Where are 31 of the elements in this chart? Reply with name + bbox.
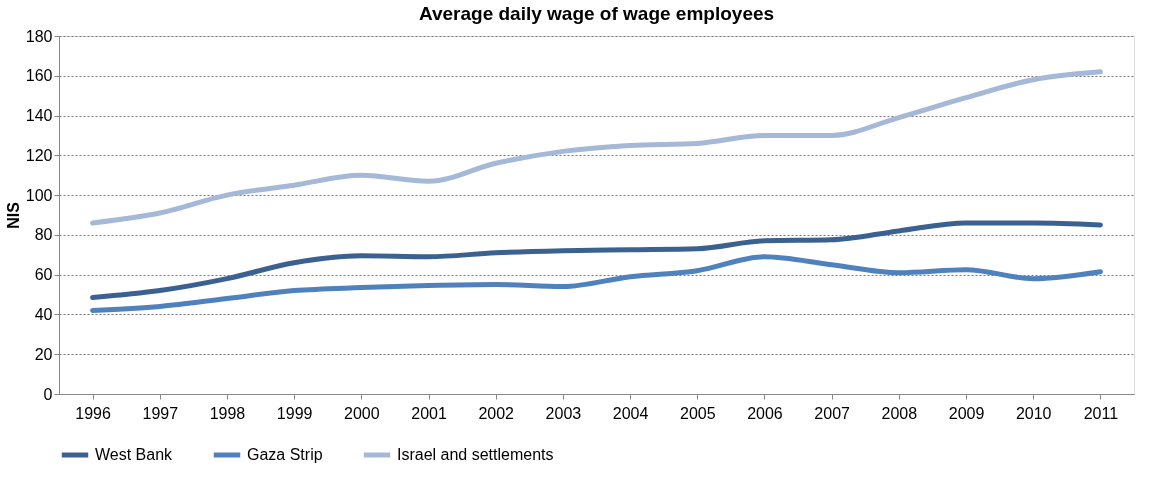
y-axis-title: NIS xyxy=(4,201,22,229)
y-tick-label: 160 xyxy=(25,67,53,85)
x-tick-label: 1996 xyxy=(75,404,111,422)
x-tick-label: 1999 xyxy=(276,404,313,422)
y-tick-label: 100 xyxy=(25,186,53,204)
x-tick-label: 2002 xyxy=(478,404,515,422)
x-tick-label: 1997 xyxy=(142,404,179,422)
y-tick-label: 0 xyxy=(43,385,53,403)
x-tick-label: 2000 xyxy=(344,404,380,422)
legend-label: Gaza Strip xyxy=(247,446,323,463)
x-tick-label: 2007 xyxy=(814,404,851,422)
legend-label: West Bank xyxy=(95,446,174,463)
y-tick-label: 40 xyxy=(34,305,53,323)
y-tick-label: 60 xyxy=(34,266,53,284)
y-tick-label: 180 xyxy=(25,27,53,45)
x-tick-label: 2008 xyxy=(881,404,918,422)
x-tick-label: 2010 xyxy=(1015,404,1052,422)
legend-label: Israel and settlements xyxy=(397,446,554,463)
x-tick-label: 1998 xyxy=(209,404,246,422)
x-tick-label: 2011 xyxy=(1083,404,1119,422)
x-tick-label: 2001 xyxy=(411,404,447,422)
y-tick-label: 140 xyxy=(25,107,53,125)
x-tick-label: 2003 xyxy=(545,404,582,422)
chart-title: Average daily wage of wage employees xyxy=(418,3,775,24)
y-tick-label: 80 xyxy=(34,226,53,244)
x-tick-label: 2006 xyxy=(747,404,783,422)
y-tick-label: 20 xyxy=(34,345,53,363)
x-tick-label: 2009 xyxy=(948,404,985,422)
x-tick-label: 2004 xyxy=(612,404,649,422)
x-tick-label: 2005 xyxy=(679,404,716,422)
y-tick-label: 120 xyxy=(25,146,53,164)
